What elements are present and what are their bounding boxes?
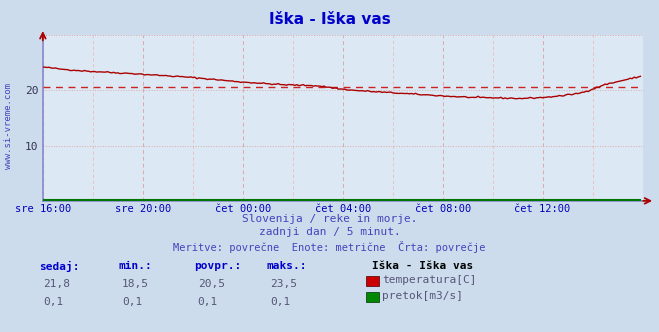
Text: temperatura[C]: temperatura[C] [382, 275, 476, 285]
Text: 23,5: 23,5 [270, 279, 297, 289]
Text: 0,1: 0,1 [43, 297, 63, 307]
Text: pretok[m3/s]: pretok[m3/s] [382, 291, 463, 301]
Text: www.si-vreme.com: www.si-vreme.com [4, 83, 13, 169]
Text: povpr.:: povpr.: [194, 261, 242, 271]
Text: 0,1: 0,1 [270, 297, 291, 307]
Text: Meritve: povrečne  Enote: metrične  Črta: povrečje: Meritve: povrečne Enote: metrične Črta: … [173, 241, 486, 253]
Text: Iška - Iška vas: Iška - Iška vas [269, 12, 390, 27]
Text: maks.:: maks.: [267, 261, 307, 271]
Text: zadnji dan / 5 minut.: zadnji dan / 5 minut. [258, 227, 401, 237]
Text: 21,8: 21,8 [43, 279, 70, 289]
Text: min.:: min.: [119, 261, 152, 271]
Text: Iška - Iška vas: Iška - Iška vas [372, 261, 474, 271]
Text: 0,1: 0,1 [122, 297, 142, 307]
Text: 18,5: 18,5 [122, 279, 149, 289]
Text: sedaj:: sedaj: [40, 261, 80, 272]
Text: 20,5: 20,5 [198, 279, 225, 289]
Text: 0,1: 0,1 [198, 297, 218, 307]
Text: Slovenija / reke in morje.: Slovenija / reke in morje. [242, 214, 417, 224]
